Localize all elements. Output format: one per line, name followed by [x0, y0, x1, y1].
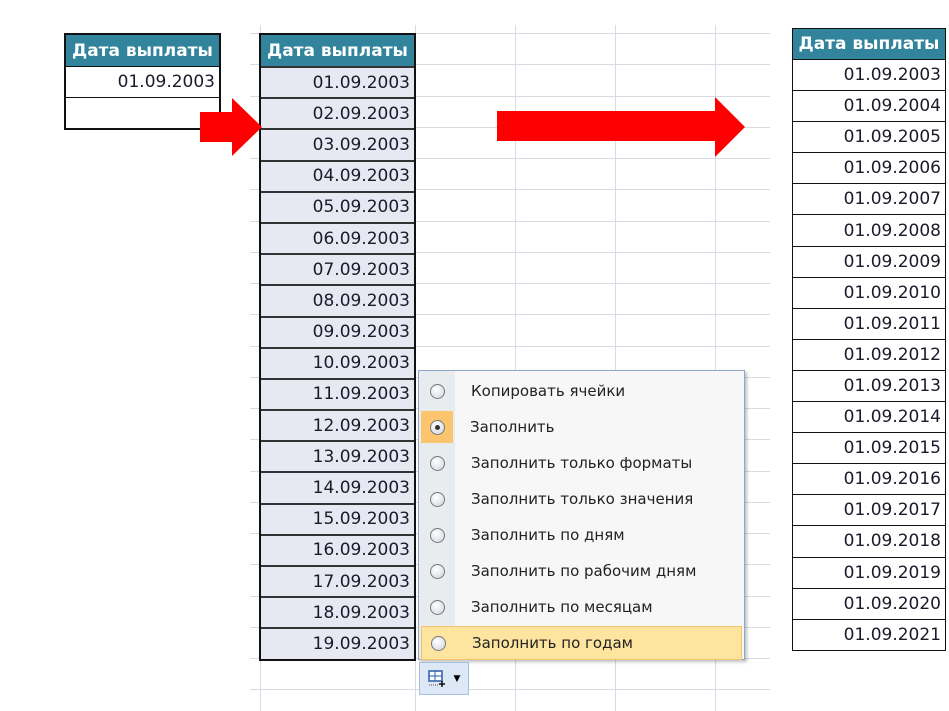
autofill-options-icon — [427, 669, 445, 687]
right-table: Дата выплаты 01.09.2003 01.09.2004 01.09.20… — [792, 28, 946, 651]
left-table: Дата выплаты 01.09.2003 — [64, 33, 221, 130]
date-cell[interactable]: 01.09.2011 — [793, 307, 945, 339]
menu-item-label: Заполнить по дням — [471, 526, 625, 544]
chevron-down-icon: ▼ — [453, 673, 461, 684]
date-cell[interactable]: 01.09.2008 — [793, 214, 945, 245]
date-cell[interactable]: 14.09.2003 — [261, 471, 414, 503]
middle-table: Дата выплаты 01.09.2003 02.09.2003 03.09.20… — [259, 33, 416, 661]
date-cell[interactable]: 01.09.2020 — [793, 587, 945, 619]
grid-row-line — [250, 64, 770, 66]
grid-column-line — [615, 25, 616, 711]
date-cell[interactable]: 16.09.2003 — [261, 533, 414, 565]
menu-item-label: Заполнить по рабочим дням — [471, 562, 697, 580]
menu-item[interactable]: Копировать ячейки — [421, 374, 742, 408]
date-cell[interactable]: 07.09.2003 — [261, 253, 414, 285]
grid-row-line — [250, 283, 770, 284]
radio-icon — [430, 599, 445, 615]
menu-item[interactable]: Заполнить — [421, 410, 742, 444]
date-cell[interactable]: 12.09.2003 — [261, 409, 414, 441]
right-arrow-icon — [200, 98, 262, 156]
date-cell[interactable]: 01.09.2003 — [261, 66, 414, 98]
menu-item-label: Заполнить — [470, 418, 555, 436]
date-cell[interactable]: 03.09.2003 — [261, 128, 414, 160]
radio-icon — [430, 563, 445, 579]
date-cell[interactable]: 06.09.2003 — [261, 221, 414, 254]
menu-item-label: Заполнить по месяцам — [471, 598, 653, 616]
menu-item[interactable]: Заполнить только значения — [421, 482, 742, 516]
date-cell[interactable]: 01.09.2018 — [793, 525, 945, 556]
menu-item[interactable]: Заполнить по рабочим дням — [421, 554, 742, 588]
date-cell[interactable]: 01.09.2004 — [793, 90, 945, 121]
date-cell[interactable]: 01.09.2010 — [793, 276, 945, 308]
grid-row-line — [250, 220, 770, 222]
date-cell[interactable]: 01.09.2013 — [793, 369, 945, 401]
date-cell[interactable]: 01.09.2012 — [793, 338, 945, 370]
date-cell[interactable]: 01.09.2009 — [793, 245, 945, 277]
date-cell[interactable]: 01.09.2005 — [793, 121, 945, 152]
grid-row-line — [250, 314, 770, 316]
radio-icon — [430, 491, 445, 507]
date-cell[interactable]: 01.09.2019 — [793, 556, 945, 588]
column-header: Дата выплаты — [793, 29, 945, 59]
menu-item[interactable]: Заполнить по годам — [421, 626, 742, 660]
date-cell[interactable]: 04.09.2003 — [261, 159, 414, 191]
date-cell[interactable]: 09.09.2003 — [261, 315, 414, 347]
date-cell[interactable]: 01.09.2017 — [793, 494, 945, 525]
date-cell[interactable]: 11.09.2003 — [261, 377, 414, 410]
radio-icon — [430, 527, 445, 543]
grid-row-line — [250, 345, 770, 347]
date-cell[interactable]: 01.09.2016 — [793, 463, 945, 494]
date-cell[interactable]: 01.09.2006 — [793, 152, 945, 183]
radio-icon — [431, 635, 446, 651]
date-cell[interactable]: 01.09.2015 — [793, 432, 945, 463]
grid-row-line — [250, 158, 770, 159]
date-cell[interactable] — [66, 97, 219, 128]
autofill-options-menu: Копировать ячейки Заполнить Заполнить толь… — [418, 370, 745, 660]
date-cell[interactable]: 13.09.2003 — [261, 440, 414, 472]
date-cell[interactable]: 01.09.2003 — [66, 66, 219, 97]
date-cell[interactable]: 15.09.2003 — [261, 502, 414, 534]
date-cell[interactable]: 02.09.2003 — [261, 97, 414, 129]
selected-indicator — [421, 411, 453, 443]
date-cell[interactable]: 08.09.2003 — [261, 284, 414, 316]
grid-row-line — [250, 251, 770, 253]
menu-item-label: Заполнить только значения — [471, 490, 694, 508]
autofill-options-button[interactable]: ▼ — [419, 662, 469, 695]
column-header: Дата выплаты — [66, 35, 219, 66]
radio-icon — [430, 455, 445, 471]
menu-item[interactable]: Заполнить по дням — [421, 518, 742, 552]
date-cell[interactable]: 01.09.2014 — [793, 401, 945, 432]
grid-column-line — [715, 25, 716, 711]
date-cell[interactable]: 01.09.2021 — [793, 618, 945, 650]
menu-item-label: Заполнить только форматы — [471, 454, 693, 472]
date-cell[interactable]: 19.09.2003 — [261, 627, 414, 659]
menu-item-label: Заполнить по годам — [472, 634, 633, 652]
grid-row-line — [250, 689, 770, 691]
grid-column-line — [515, 25, 516, 711]
date-cell[interactable]: 17.09.2003 — [261, 565, 414, 597]
radio-icon — [430, 383, 445, 399]
date-cell[interactable]: 18.09.2003 — [261, 596, 414, 628]
right-arrow-icon — [497, 97, 745, 157]
grid-row-line — [250, 33, 770, 34]
menu-item[interactable]: Заполнить только форматы — [421, 446, 742, 480]
radio-icon — [429, 419, 445, 435]
date-cell[interactable]: 01.09.2007 — [793, 183, 945, 214]
grid-row-line — [250, 189, 770, 191]
grid-row-line — [250, 95, 770, 97]
date-cell[interactable]: 10.09.2003 — [261, 346, 414, 378]
menu-item-label: Копировать ячейки — [471, 382, 626, 400]
column-header: Дата выплаты — [261, 35, 414, 66]
menu-item[interactable]: Заполнить по месяцам — [421, 590, 742, 624]
date-cell[interactable]: 05.09.2003 — [261, 190, 414, 222]
date-cell[interactable]: 01.09.2003 — [793, 59, 945, 90]
